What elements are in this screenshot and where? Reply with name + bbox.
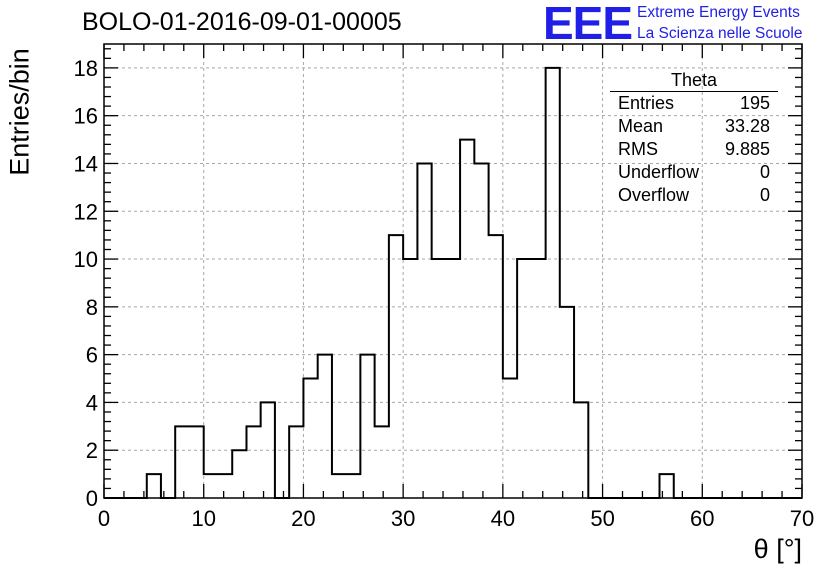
histogram-bin	[503, 379, 517, 498]
y-axis-label: Entries/bin	[4, 48, 35, 176]
plot-frame	[103, 43, 803, 499]
histogram-bin	[432, 259, 446, 498]
histogram-bin	[189, 426, 203, 498]
x-tick-label: 60	[690, 506, 714, 531]
stats-label: Entries	[618, 93, 675, 113]
stats-row-overflow: Overflow 0	[610, 184, 778, 207]
y-tick-label: 14	[74, 151, 98, 176]
histogram-bin	[474, 163, 488, 498]
stats-row-rms: RMS 9.885	[610, 138, 778, 161]
stats-value: 33.28	[724, 116, 770, 136]
histogram-bin	[531, 259, 545, 498]
x-tick-label: 10	[191, 506, 215, 531]
histogram-bin	[232, 450, 246, 498]
histogram-bin	[417, 163, 431, 498]
histogram-title: BOLO-01-2016-09-01-00005	[82, 8, 402, 36]
histogram-bin	[246, 426, 260, 498]
y-tick-label: 12	[74, 199, 98, 224]
stats-value: 195	[739, 93, 770, 113]
stats-row-mean: Mean 33.28	[610, 115, 778, 138]
x-axis-label: θ [°]	[753, 534, 802, 564]
stats-label: RMS	[618, 139, 658, 159]
histogram-bin	[660, 474, 674, 498]
stats-value: 9.885	[724, 139, 770, 159]
histogram-bin	[346, 474, 360, 498]
histogram-bin	[204, 474, 218, 498]
stats-row-underflow: Underflow 0	[610, 161, 778, 184]
stats-title: Theta	[610, 70, 778, 92]
x-tick-label: 30	[391, 506, 415, 531]
x-tick-label: 40	[491, 506, 515, 531]
y-tick-label: 10	[74, 247, 98, 272]
stats-label: Overflow	[618, 185, 690, 205]
histogram-bin	[460, 140, 474, 498]
x-tick-label: 50	[590, 506, 614, 531]
stats-row-entries: Entries 195	[610, 92, 778, 115]
stats-label: Underflow	[618, 162, 700, 182]
histogram-bin	[574, 402, 588, 498]
histogram-bin	[303, 379, 317, 498]
x-tick-label: 0	[98, 506, 110, 531]
histogram-bin	[218, 474, 232, 498]
logo-caption-line1: Extreme Energy Events	[637, 4, 800, 21]
eee-logo: EEE	[543, 0, 633, 49]
histogram-bin	[546, 68, 560, 498]
x-tick-label: 70	[790, 506, 814, 531]
y-tick-label: 18	[74, 56, 98, 81]
stats-value: 0	[759, 185, 770, 205]
histogram-bin	[147, 474, 161, 498]
histogram-bin	[332, 474, 346, 498]
y-tick-label: 8	[86, 295, 98, 320]
logo-caption-line2: La Scienza nelle Scuole	[637, 25, 803, 42]
stats-box: Theta Entries 195 Mean 33.28 RMS 9.885 U…	[610, 70, 778, 207]
histogram-bin	[360, 355, 374, 498]
histogram-bin	[403, 259, 417, 498]
stats-label: Mean	[618, 116, 664, 136]
y-tick-label: 16	[74, 104, 98, 129]
y-tick-label: 6	[86, 343, 98, 368]
histogram-bin	[261, 402, 275, 498]
histogram-bin	[375, 426, 389, 498]
y-tick-label: 2	[86, 438, 98, 463]
histogram-bin	[446, 259, 460, 498]
stats-value: 0	[759, 162, 770, 182]
histogram-bin	[175, 426, 189, 498]
x-tick-label: 20	[291, 506, 315, 531]
y-tick-label: 4	[86, 390, 98, 415]
y-tick-label: 0	[86, 486, 98, 511]
histogram-bin	[517, 259, 531, 498]
histogram-bin	[560, 307, 574, 498]
histogram-bin	[289, 426, 303, 498]
histogram-bin	[389, 235, 403, 498]
histogram-bin	[489, 235, 503, 498]
histogram-bin	[318, 355, 332, 498]
